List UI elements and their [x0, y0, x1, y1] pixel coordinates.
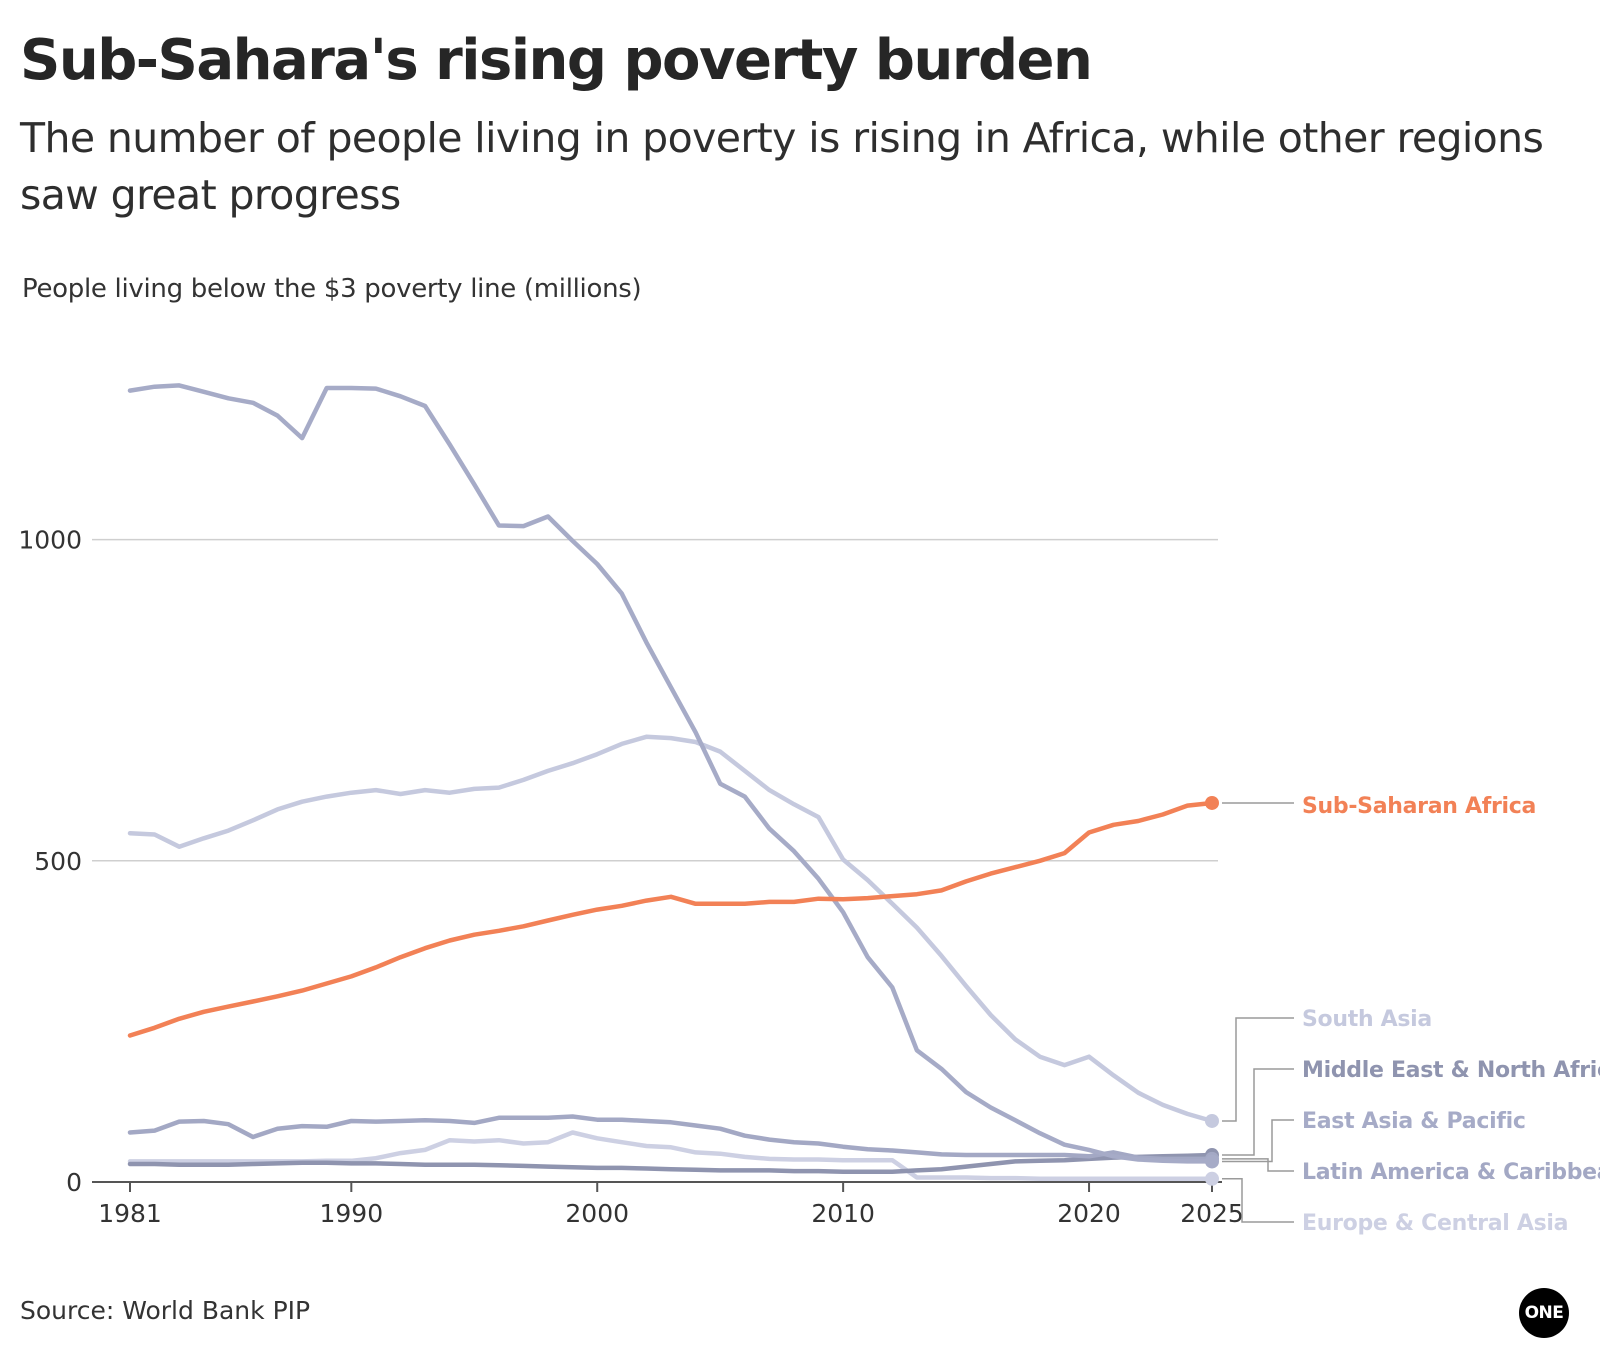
leader-line-middle-east-north-africa	[1222, 1068, 1294, 1156]
x-tick-label: 2020	[1057, 1199, 1121, 1228]
series-end-point-sub-saharan-africa	[1205, 795, 1219, 810]
x-tick-label: 1981	[98, 1199, 162, 1228]
x-tick-label: 1990	[320, 1199, 384, 1228]
leader-line-europe-central-asia	[1222, 1178, 1294, 1223]
series-line-latin-america-caribbean	[127, 1114, 1215, 1162]
series-label-south-asia: South Asia	[1302, 1007, 1432, 1032]
y-tick-label: 1000	[18, 526, 82, 555]
series-label-middle-east-north-africa: Middle East & North Africa	[1302, 1058, 1600, 1083]
logo-text: ONE	[1524, 1303, 1564, 1323]
leader-line-latin-america-caribbean	[1222, 1158, 1294, 1172]
chart-subtitle: The number of people living in poverty i…	[20, 114, 1544, 219]
source-note: Source: World Bank PIP	[20, 1296, 311, 1325]
gridlines	[92, 538, 1218, 862]
y-tick-label: 500	[34, 847, 82, 876]
x-tick-label: 2025	[1180, 1199, 1244, 1228]
x-tick-label: 2010	[811, 1199, 875, 1228]
series-line-middle-east-north-africa	[127, 1152, 1215, 1174]
series-label-latin-america-caribbean: Latin America & Caribbean	[1302, 1160, 1600, 1185]
y-axis: 0 500 1000	[18, 526, 82, 1197]
series-line-sub-saharan-africa	[127, 800, 1215, 1038]
series-line-east-asia-pacific	[127, 383, 1215, 1164]
series-label-east-asia-pacific: East Asia & Pacific	[1302, 1109, 1526, 1134]
series-lines	[127, 383, 1219, 1186]
series-end-point-south-asia	[1205, 1113, 1219, 1128]
series-end-point-east-asia-pacific	[1205, 1154, 1219, 1169]
leader-line-south-asia	[1222, 1017, 1294, 1122]
y-axis-label: People living below the $3 poverty line …	[22, 274, 642, 304]
series-label-sub-saharan-africa: Sub-Saharan Africa	[1302, 794, 1536, 819]
x-tick-label: 2000	[565, 1199, 629, 1228]
leader-line-east-asia-pacific	[1222, 1119, 1294, 1163]
series-line-south-asia	[127, 734, 1215, 1124]
y-tick-label: 0	[66, 1168, 82, 1197]
series-label-europe-central-asia: Europe & Central Asia	[1302, 1211, 1568, 1236]
series-end-point-europe-central-asia	[1205, 1171, 1219, 1186]
x-axis: 1981 1990 2000 2010 2020 2025	[92, 1181, 1244, 1228]
one-logo: ONE	[1519, 1288, 1569, 1338]
series-labels: Europe & Central Asia Middle East & North…	[1222, 794, 1600, 1236]
chart-title: Sub-Sahara's rising poverty burden	[20, 28, 1093, 93]
